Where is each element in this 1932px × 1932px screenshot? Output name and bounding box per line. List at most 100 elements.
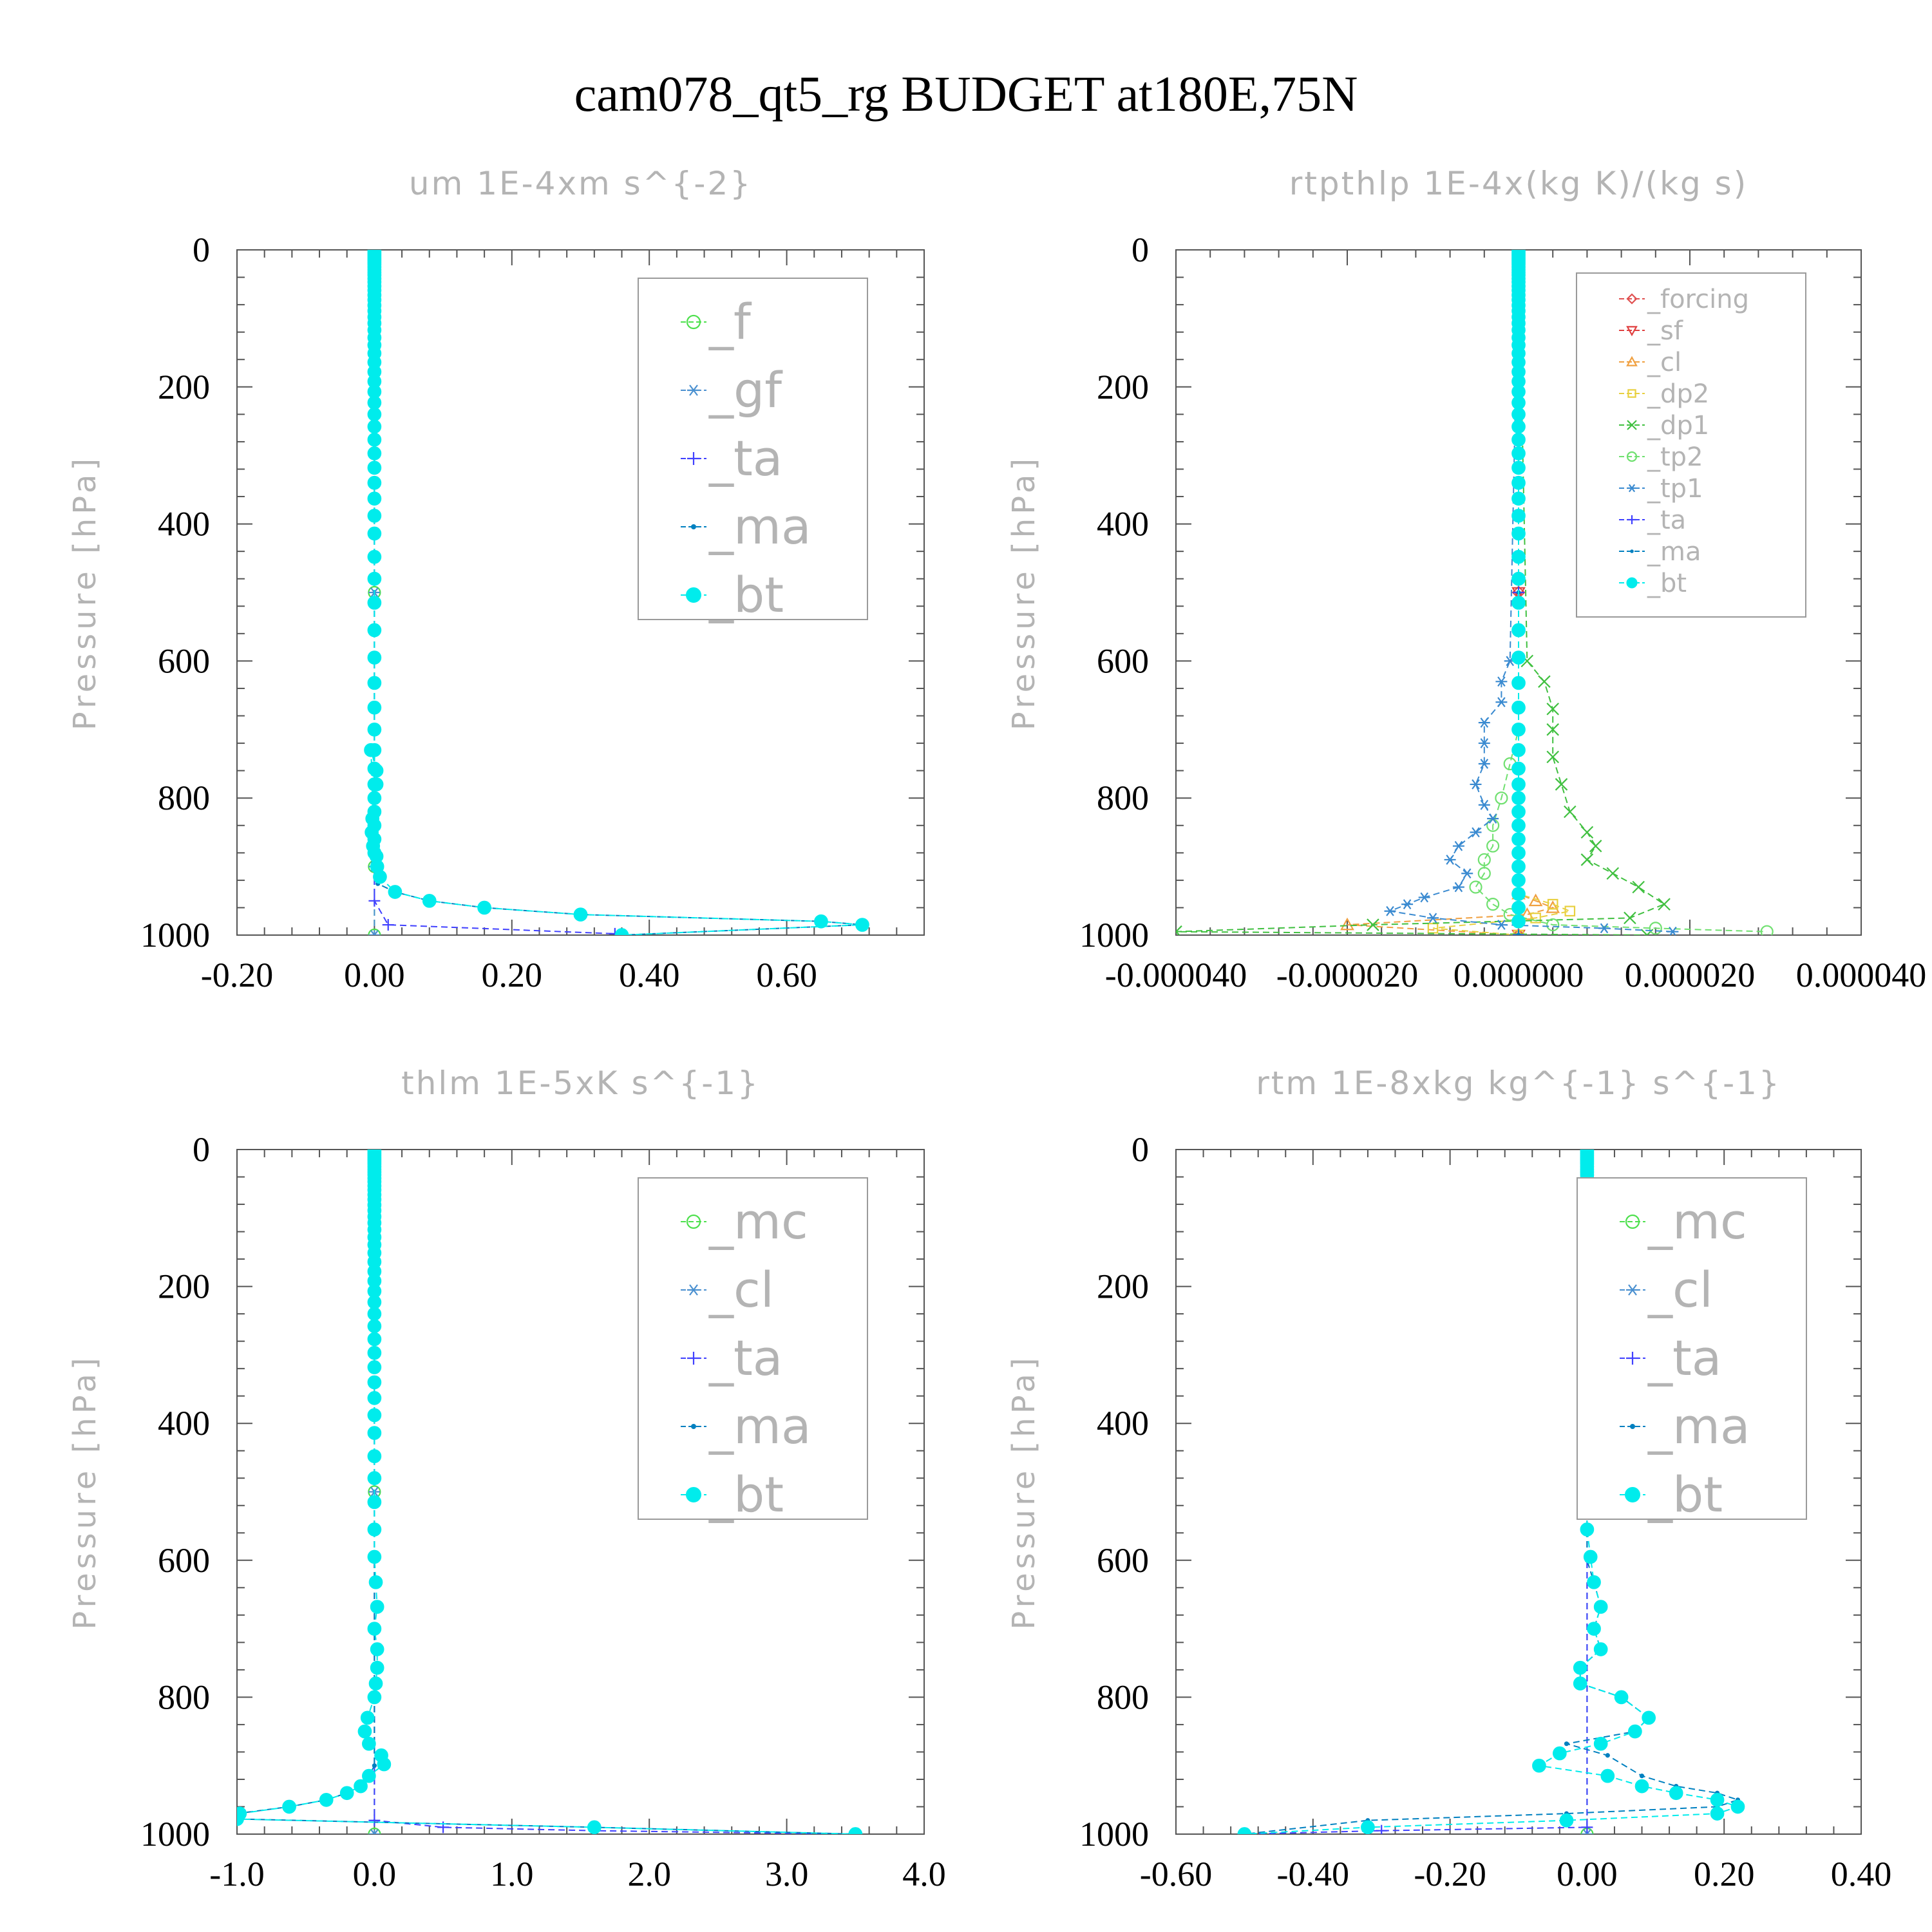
data-point	[367, 1345, 382, 1360]
data-point	[367, 623, 382, 638]
x-tick-label: 0.00	[344, 956, 405, 994]
legend-item: _gf	[681, 361, 783, 419]
panel-title: um 1E-4xm s^{-2}	[409, 165, 752, 202]
legend-label: _tp2	[1647, 442, 1703, 472]
legend-item: _f	[681, 293, 752, 350]
data-point	[1511, 777, 1526, 791]
y-tick-label: 400	[158, 505, 210, 544]
data-point	[1486, 839, 1500, 853]
panel-2: rtpthlp 1E-4x(kg K)/(kg s) Pressure [hPa]…	[1006, 165, 1926, 994]
data-point	[367, 1307, 382, 1321]
data-point	[1176, 925, 1182, 935]
data-point	[1546, 703, 1559, 715]
x-tick-label: 0.000020	[1625, 956, 1756, 994]
data-point	[1511, 676, 1526, 690]
legend-item: _mc	[681, 1193, 808, 1250]
legend-item: _ta	[681, 1329, 782, 1387]
legend-label: _gf	[708, 361, 783, 419]
data-point	[1478, 759, 1490, 769]
legend-label: _ma	[1647, 1397, 1750, 1455]
x-tick-label: 3.0	[765, 1855, 809, 1893]
legend-label: _bt	[708, 1466, 784, 1523]
data-point	[369, 763, 384, 778]
panel-1: um 1E-4xm s^{-2} Pressure [hPa] -0.20 0.00 0…	[67, 165, 925, 994]
data-point	[1559, 1813, 1574, 1828]
data-point	[365, 811, 380, 826]
data-point	[1495, 791, 1508, 805]
data-point	[1516, 933, 1521, 935]
series-ta	[368, 250, 621, 935]
legend-item: _ta	[1620, 1329, 1721, 1387]
data-point	[1367, 918, 1379, 931]
data-point	[368, 1814, 381, 1826]
y-tick-label: 0	[193, 1130, 210, 1169]
data-point	[367, 549, 382, 564]
legend-label: _cl	[1647, 1261, 1713, 1318]
data-point	[367, 1375, 382, 1390]
legend-label: _cl	[708, 1261, 774, 1318]
plot-area	[364, 250, 869, 935]
panel-title: thlm 1E-5xK s^{-1}	[401, 1065, 760, 1102]
data-point	[319, 1793, 334, 1807]
plot-area	[1176, 250, 1774, 935]
data-point	[370, 1600, 384, 1614]
data-point	[367, 446, 382, 460]
data-point	[1427, 913, 1439, 923]
data-point	[1511, 743, 1526, 757]
data-point	[1552, 1746, 1567, 1761]
data-point	[1642, 1710, 1656, 1725]
data-point	[1461, 868, 1473, 879]
legend-item: _mc	[1620, 1193, 1747, 1250]
data-point	[1477, 867, 1491, 880]
legend-label: _ta	[708, 1329, 782, 1387]
legend-label: _dp1	[1647, 411, 1709, 440]
legend-item: _tp1	[1619, 474, 1703, 504]
data-point	[367, 1408, 382, 1423]
series-ta	[1238, 1150, 1593, 1834]
data-point	[1587, 1575, 1601, 1589]
data-point	[367, 596, 382, 610]
y-tick-label: 0	[1132, 231, 1149, 269]
legend-item: _ma	[681, 498, 811, 555]
data-point	[1580, 826, 1594, 839]
x-tick-label: 0.20	[482, 956, 543, 994]
data-point	[1593, 1600, 1608, 1614]
data-point	[367, 791, 382, 806]
data-point	[1401, 899, 1414, 909]
legend-label: _ma	[1647, 537, 1701, 567]
data-point	[360, 1710, 375, 1725]
panel-3: thlm 1E-5xK s^{-1} Pressure [hPa] -1.0 0.0 1…	[67, 1065, 946, 1893]
series-line	[1244, 1150, 1588, 1834]
legend-label: _ma	[708, 1397, 811, 1455]
legend-label: _ta	[708, 430, 782, 487]
legend-label: _ta	[1647, 506, 1686, 535]
data-point	[1730, 1799, 1745, 1814]
y-tick-label: 1000	[140, 916, 210, 954]
data-point	[357, 1724, 372, 1739]
legend-item: _ta	[681, 430, 782, 487]
data-point	[1624, 911, 1636, 925]
data-point	[1573, 1676, 1587, 1690]
y-tick-label: 0	[1132, 1130, 1149, 1169]
x-tick-label: -0.000020	[1276, 956, 1418, 994]
data-point	[1546, 723, 1559, 736]
x-tick-label: 2.0	[627, 1855, 671, 1893]
data-point	[1452, 840, 1464, 851]
y-tick-label: 800	[1097, 1678, 1149, 1716]
data-point	[368, 930, 381, 935]
legend: _f _gf _ta _ma _bt	[638, 278, 868, 623]
data-point	[362, 1736, 376, 1751]
y-tick-label: 200	[1097, 368, 1149, 406]
data-point	[373, 869, 387, 884]
x-tick-label: 0.40	[619, 956, 680, 994]
panel-4: rtm 1E-8xkg kg^{-1} s^{-1} Pressure [hPa]…	[1006, 1065, 1891, 1893]
data-point	[1606, 867, 1620, 880]
data-point	[367, 407, 382, 422]
data-point	[1470, 779, 1482, 790]
data-point	[367, 491, 382, 506]
legend: _mc _cl _ta _ma _bt	[638, 1177, 868, 1523]
data-point	[1486, 898, 1500, 911]
data-point	[1452, 882, 1464, 893]
x-tick-label: 0.40	[1831, 1855, 1892, 1893]
data-point	[367, 1690, 382, 1705]
